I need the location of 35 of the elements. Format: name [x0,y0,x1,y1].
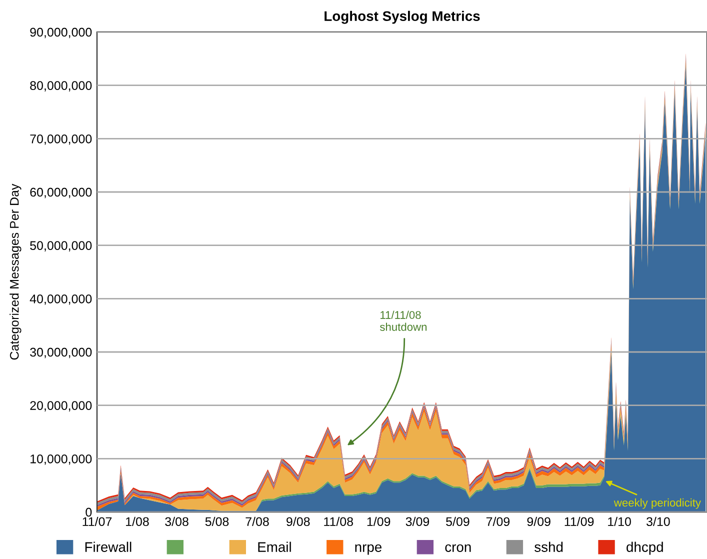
legend-label: dhcpd [626,542,663,555]
x-tick-label: 3/08 [165,516,188,526]
y-tick-label: 0 [86,508,92,517]
y-tick-label: 60,000,000 [30,188,92,198]
annotation: 11/11/08 shutdown [380,310,427,331]
x-tick-label: 3/10 [646,516,670,526]
y-tick-label: 30,000,000 [30,348,92,358]
legend-label: cron [445,544,471,552]
legend-label: Email [258,542,291,552]
chart-title: Loghost Syslog Metrics [324,10,480,24]
x-tick-label: 7/08 [246,516,269,526]
legend-label: Firewall [85,542,132,552]
x-tick-label: 3/09 [406,516,430,526]
y-tick-label: 10,000,000 [30,454,92,465]
y-tick-label: 50,000,000 [30,241,92,252]
x-tick-label: 5/09 [446,516,470,526]
x-tick-label: 7/09 [486,516,510,526]
y-tick-label: 90,000,000 [30,28,92,38]
legend-label: nrpe [355,544,382,555]
y-axis-title: Categorized Messages Per Day [10,184,22,360]
x-tick-label: 1/08 [126,516,149,526]
x-tick-label: 1/09 [367,516,390,526]
x-tick-label: 9/08 [286,516,310,526]
x-tick-label: 11/07 [82,516,112,526]
x-tick-label: 9/09 [527,516,550,526]
annotation: weekly periodicity [614,498,701,509]
x-tick-label: 1/10 [608,516,631,526]
x-tick-label: 11/08 [324,516,353,526]
legend-label: sshd [534,542,563,552]
y-tick-label: 20,000,000 [30,401,92,412]
y-tick-label: 80,000,000 [30,81,92,92]
x-tick-label: 11/09 [564,516,594,526]
y-tick-label: 70,000,000 [30,134,92,145]
y-tick-label: 40,000,000 [30,294,92,305]
x-tick-label: 5/08 [205,516,229,526]
